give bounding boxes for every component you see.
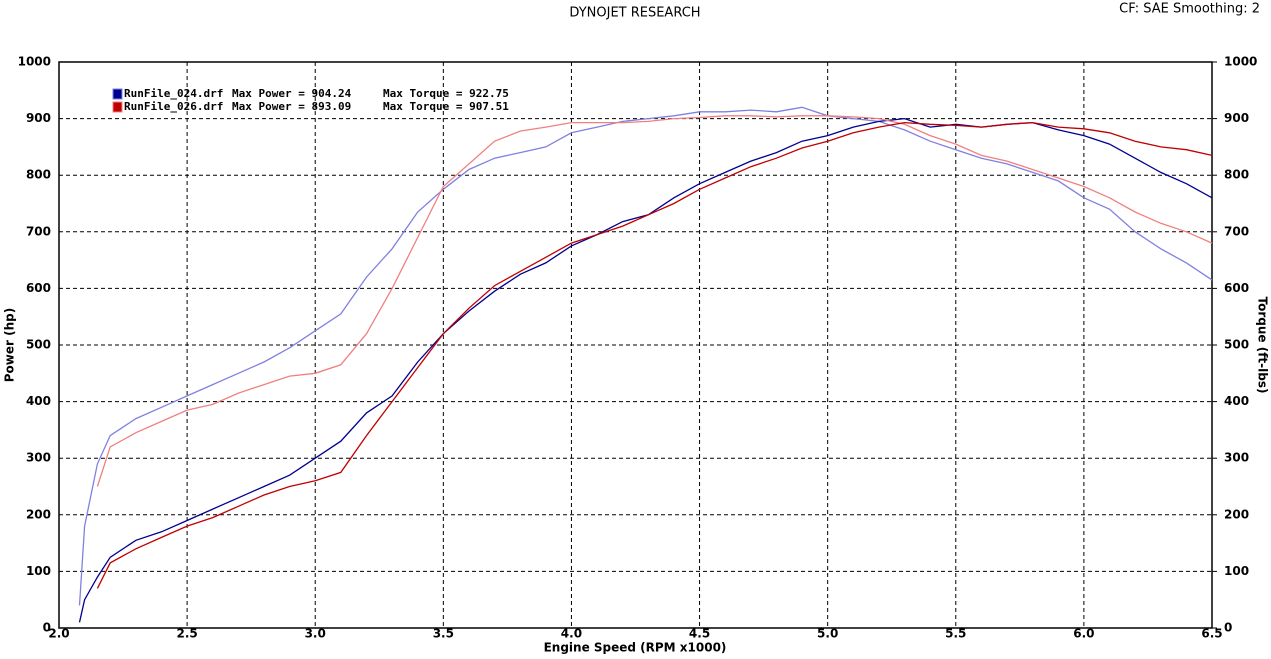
legend-max-power: Max Power = 893.09 [232,100,351,113]
legend-max-torque: Max Torque = 922.75 [383,87,509,100]
x-tick-label: 6.0 [1073,627,1094,641]
y2-tick-label: 600 [1224,281,1249,295]
x-tick-label: 3.0 [305,627,326,641]
y-tick-label: 100 [26,564,51,578]
y2-tick-label: 1000 [1224,55,1257,69]
legend-max-power: Max Power = 904.24 [232,87,352,100]
y-tick-label: 800 [26,168,51,182]
legend-swatch [112,101,123,113]
y-tick-label: 200 [26,507,51,521]
y2-tick-label: 900 [1224,111,1249,125]
chart-title: DYNOJET RESEARCH [569,6,700,21]
y-tick-label: 0 [43,621,51,635]
y2-tick-label: 200 [1224,507,1249,521]
x-tick-label: 6.5 [1201,627,1222,641]
x-tick-label: 2.0 [48,627,69,641]
y2-tick-label: 700 [1224,224,1249,238]
y2-tick-label: 800 [1224,168,1249,182]
y2-tick-label: 0 [1224,621,1232,635]
y-tick-label: 400 [26,394,51,408]
legend-name: RunFile_026.drf [124,100,223,113]
x-tick-label: 2.5 [176,627,197,641]
x-tick-label: 4.0 [561,627,582,641]
x-tick-label: 5.0 [817,627,838,641]
legend-max-torque: Max Torque = 907.51 [383,100,509,113]
x-tick-label: 4.5 [689,627,710,641]
y-tick-label: 700 [26,224,51,238]
x-tick-label: 3.5 [433,627,454,641]
legend-swatch [112,88,123,100]
x-axis-label: Engine Speed (RPM x1000) [544,641,727,655]
y2-tick-label: 500 [1224,338,1249,352]
legend-name: RunFile_024.drf [124,87,223,100]
y2-tick-label: 300 [1224,451,1249,465]
y2-tick-label: 100 [1224,564,1249,578]
y-tick-label: 900 [26,111,51,125]
power-line [96,121,1213,589]
y2-axis-label: Torque (ft-lbs) [1256,297,1270,394]
y-tick-label: 1000 [18,55,51,69]
chart-subtitle: CF: SAE Smoothing: 2 [1119,2,1260,17]
torque-line [78,106,1213,606]
torque-line [96,115,1213,487]
y-axis-label: Power (hp) [3,308,17,382]
y-tick-label: 300 [26,451,51,465]
y-tick-label: 600 [26,281,51,295]
y-tick-label: 500 [26,338,51,352]
y2-tick-label: 400 [1224,394,1249,408]
x-tick-label: 5.5 [945,627,966,641]
